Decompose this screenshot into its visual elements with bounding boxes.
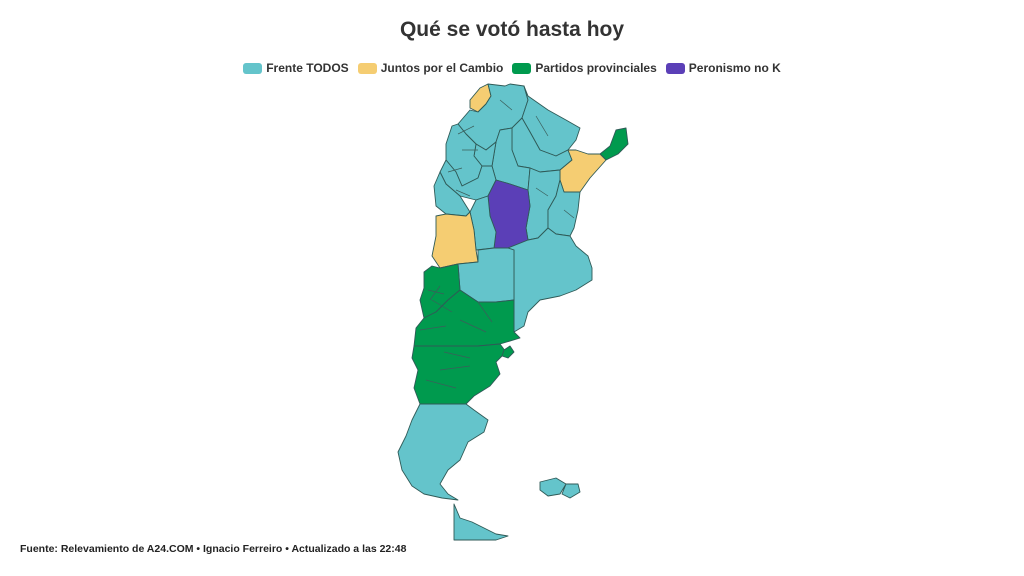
internal-boundaries (419, 99, 575, 389)
legend-swatch (243, 62, 263, 74)
region-tierra-del-fuego[interactable] (453, 503, 509, 541)
region-rio-negro[interactable] (413, 289, 521, 347)
region-santa-cruz[interactable] (397, 403, 489, 501)
legend-label: Juntos por el Cambio (380, 61, 504, 75)
chart-title: Qué se votó hasta hoy (399, 18, 625, 41)
legend-item-peronismo-no-k[interactable]: Peronismo no K (665, 61, 781, 75)
source-note: Fuente: Relevamiento de A24.COM • Ignaci… (20, 543, 407, 555)
legend-label: Frente TODOS (266, 61, 349, 75)
region-misiones[interactable] (599, 127, 629, 161)
region-buenos-aires[interactable] (507, 227, 593, 333)
legend-swatch (512, 62, 532, 74)
legend-item-partidos-provinciales[interactable]: Partidos provinciales (512, 61, 657, 75)
legend-item-frente-todos[interactable]: Frente TODOS (243, 61, 349, 75)
legend: Frente TODOS Juntos por el Cambio Partid… (0, 61, 1024, 75)
legend-label: Peronismo no K (688, 61, 781, 75)
legend-swatch (357, 62, 377, 74)
region-corrientes[interactable] (559, 149, 607, 193)
legend-item-juntos-por-el-cambio[interactable]: Juntos por el Cambio (357, 61, 504, 75)
region-chubut[interactable] (411, 343, 507, 405)
region-mendoza[interactable] (431, 211, 479, 269)
region-small-island (501, 345, 515, 359)
legend-swatch (665, 62, 685, 74)
legend-label: Partidos provinciales (535, 61, 657, 75)
region-islas-malvinas[interactable] (539, 477, 581, 499)
